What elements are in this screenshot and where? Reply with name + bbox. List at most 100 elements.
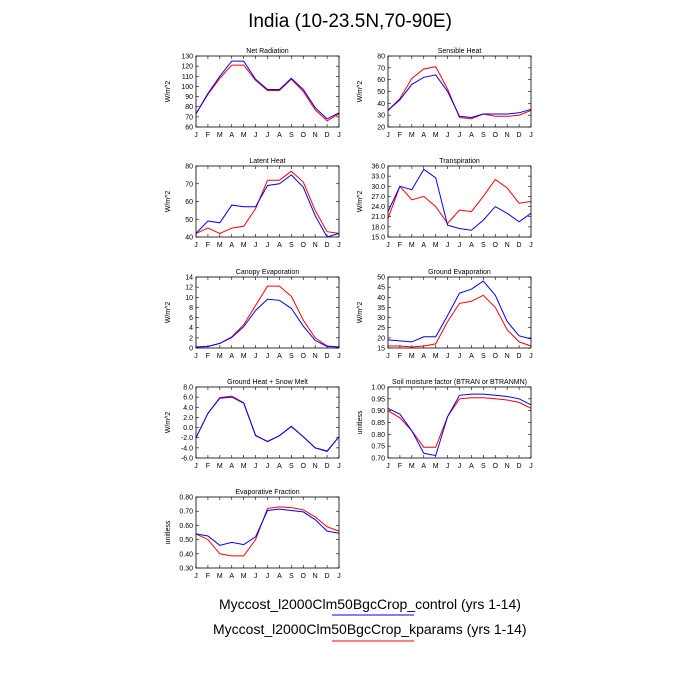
x-tick-label: O	[493, 463, 499, 470]
series-line-kparams	[387, 66, 532, 120]
legend: Myccost_l2000Clm50BgcCrop_control (yrs 1…	[213, 596, 527, 642]
y-tick-label: 110	[182, 74, 193, 81]
x-tick-label: J	[194, 242, 198, 249]
plot-frame	[387, 386, 532, 459]
x-tick-label: F	[398, 463, 402, 470]
x-tick-label: A	[277, 463, 282, 470]
x-tick-label: F	[206, 353, 210, 360]
x-tick-label: J	[386, 242, 390, 249]
y-axis-label: W/m^2	[165, 81, 172, 103]
x-tick-label: M	[241, 242, 247, 249]
chart-panel-9: Evaporative Fraction unitless 0.30 0.40 0.50…	[165, 489, 341, 580]
y-tick-label: 0.80	[179, 495, 193, 502]
x-tick-label: S	[289, 463, 294, 470]
x-tick-label: N	[313, 463, 318, 470]
y-tick-label: 0	[189, 346, 193, 353]
series-line-control	[387, 393, 532, 457]
x-tick-label: F	[398, 353, 402, 360]
panel-title: Latent Heat	[249, 158, 285, 165]
x-tick-label: M	[241, 463, 247, 470]
plot-frame	[387, 276, 532, 349]
x-tick-label: F	[398, 132, 402, 139]
x-tick-label: M	[409, 463, 415, 470]
series-line-control	[387, 168, 532, 231]
x-tick-label: N	[505, 463, 510, 470]
x-tick-label: J	[386, 463, 390, 470]
y-tick-label: 8.0	[183, 385, 193, 392]
series-line-control	[195, 396, 340, 452]
y-tick-label: 4	[189, 325, 193, 332]
y-tick-label: 30.0	[371, 184, 385, 191]
x-tick-label: M	[433, 463, 439, 470]
x-tick-label: J	[266, 463, 270, 470]
x-tick-label: J	[529, 353, 533, 360]
x-tick-label: S	[481, 242, 486, 249]
x-tick-label: S	[481, 353, 486, 360]
x-tick-label: J	[266, 242, 270, 249]
y-tick-label: 0.90	[371, 408, 385, 415]
y-tick-label: 0.60	[179, 523, 193, 530]
x-tick-label: S	[289, 573, 294, 580]
y-tick-label: 35	[377, 305, 385, 312]
x-tick-label: J	[529, 132, 533, 139]
x-tick-label: O	[301, 242, 307, 249]
y-tick-label: 120	[181, 64, 193, 71]
x-tick-label: O	[301, 573, 307, 580]
panel-title: Ground Evaporation	[428, 269, 491, 276]
y-tick-label: 0.30	[179, 566, 193, 573]
y-tick-label: 36.0	[371, 164, 385, 171]
series-line-control	[195, 60, 340, 120]
series-line-control	[195, 298, 340, 348]
x-tick-label: D	[325, 132, 330, 139]
x-tick-label: O	[301, 463, 307, 470]
y-axis-label: W/m^2	[165, 191, 172, 213]
x-tick-label: A	[229, 132, 234, 139]
y-tick-label: 20	[377, 335, 385, 342]
y-tick-label: 45	[377, 285, 385, 292]
x-tick-label: J	[529, 242, 533, 249]
y-axis-label: W/m^2	[357, 191, 364, 213]
y-tick-label: 4.0	[183, 405, 193, 412]
y-tick-label: 0.50	[179, 537, 193, 544]
x-tick-label: M	[409, 132, 415, 139]
x-tick-label: F	[206, 463, 210, 470]
x-tick-label: F	[398, 242, 402, 249]
y-tick-label: 0.85	[371, 420, 385, 427]
plot-frame	[195, 386, 340, 459]
y-tick-label: 2	[189, 335, 193, 342]
panel-title: Sensible Heat	[438, 48, 482, 55]
series-line-control	[195, 508, 340, 546]
y-tick-label: 60	[185, 199, 193, 206]
x-tick-label: M	[241, 573, 247, 580]
x-tick-label: D	[325, 242, 330, 249]
x-tick-label: S	[289, 242, 294, 249]
panel-title: Evaporative Fraction	[235, 489, 299, 496]
y-tick-label: -2.0	[181, 435, 193, 442]
y-tick-label: 70	[185, 114, 193, 121]
x-tick-label: A	[277, 353, 282, 360]
x-tick-label: M	[217, 242, 223, 249]
x-tick-label: D	[325, 573, 330, 580]
y-axis-label: unitless	[165, 520, 172, 544]
x-tick-label: J	[458, 463, 462, 470]
y-tick-label: 80	[377, 54, 385, 61]
x-tick-label: O	[493, 242, 499, 249]
y-tick-label: 6	[189, 315, 193, 322]
y-tick-label: 21.0	[371, 214, 385, 221]
y-axis-label: W/m^2	[357, 302, 364, 324]
plot-frame	[195, 276, 340, 349]
series-line-kparams	[195, 170, 340, 234]
y-tick-label: 2.0	[183, 415, 193, 422]
x-tick-label: J	[458, 132, 462, 139]
x-tick-label: A	[277, 573, 282, 580]
x-tick-label: J	[266, 132, 270, 139]
x-tick-label: J	[266, 573, 270, 580]
series-line-control	[195, 174, 340, 238]
x-tick-label: J	[446, 132, 450, 139]
y-tick-label: 0.80	[371, 432, 385, 439]
x-tick-label: S	[289, 353, 294, 360]
y-tick-label: 1.00	[371, 385, 385, 392]
x-tick-label: N	[505, 353, 510, 360]
